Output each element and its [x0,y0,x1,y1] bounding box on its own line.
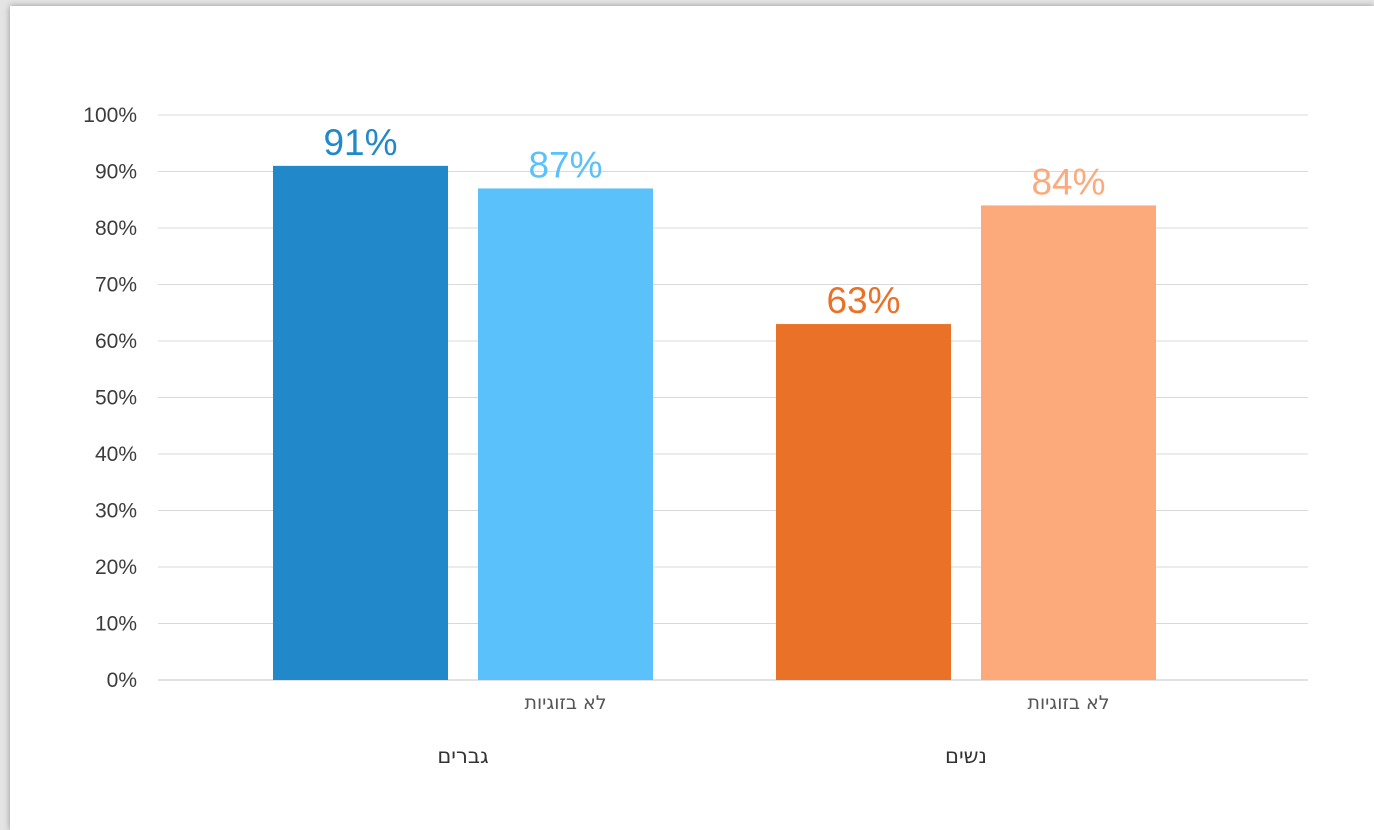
y-tick-label: 70% [95,274,137,297]
y-tick-label: 40% [95,443,137,466]
bar [273,165,448,681]
y-tick-label: 10% [95,613,137,636]
group-label: גברים [437,744,489,768]
data-label: 63% [826,280,900,321]
group-label: נשים [945,744,987,768]
bars [273,165,1156,681]
bar [478,188,653,680]
labels: 91% 87% לא בזוגיות גברים 63% 84% לא בזוגיות נשי… [323,122,1109,768]
y-tick-label: 60% [95,330,137,353]
data-label: 87% [528,144,602,185]
bar-sublabel: לא בזוגיות [524,692,606,714]
y-tick-label: 80% [95,217,137,240]
y-tick-label: 90% [95,161,137,184]
y-axis-ticks: 0% 10% 20% 30% 40% 50% 60% 70% 80% 90% 100% [83,104,137,692]
bar [776,324,951,680]
y-tick-label: 0% [107,669,137,692]
bar [981,205,1156,680]
y-tick-label: 20% [95,556,137,579]
data-label: 91% [323,122,397,163]
data-label: 84% [1031,161,1105,202]
y-tick-label: 100% [83,104,137,127]
y-tick-label: 50% [95,387,137,410]
bar-sublabel: לא בזוגיות [1027,692,1109,714]
y-tick-label: 30% [95,500,137,523]
